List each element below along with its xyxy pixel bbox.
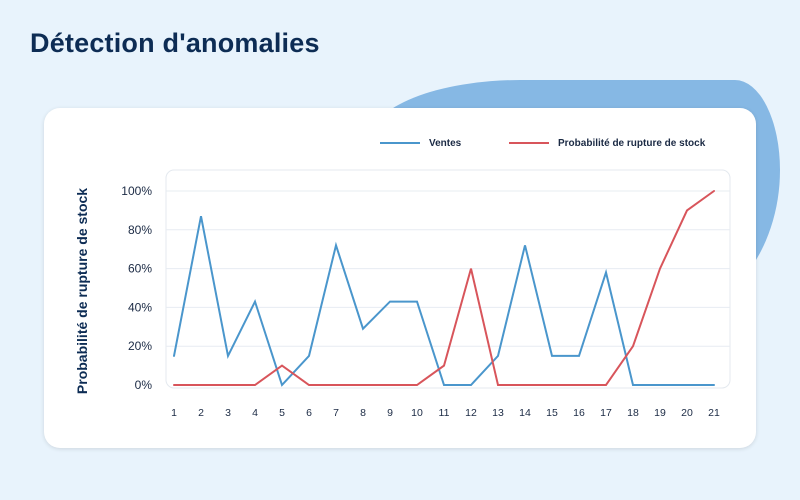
x-tick-label: 1 xyxy=(171,407,177,419)
y-tick-label: 20% xyxy=(128,339,152,353)
x-tick-label: 12 xyxy=(465,407,477,419)
x-tick-label: 21 xyxy=(708,407,720,419)
series-line-probabilit-de-rupture-de-stock xyxy=(173,190,715,386)
x-tick-label: 5 xyxy=(279,407,285,419)
y-tick-label: 0% xyxy=(135,378,153,392)
gridlines xyxy=(166,190,730,347)
x-tick-label: 9 xyxy=(387,407,393,419)
x-tick-label: 2 xyxy=(198,407,204,419)
series-line-ventes xyxy=(173,216,715,387)
y-tick-label: 60% xyxy=(128,262,152,276)
y-tick-label: 100% xyxy=(121,184,152,198)
x-tick-label: 3 xyxy=(225,407,231,419)
x-tick-label: 14 xyxy=(519,407,531,419)
x-tick-label: 13 xyxy=(492,407,504,419)
x-tick-label: 10 xyxy=(411,407,423,419)
x-tick-label: 7 xyxy=(333,407,339,419)
page-title: Détection d'anomalies xyxy=(30,28,320,58)
x-tick-label: 15 xyxy=(546,407,558,419)
line-chart: 0%20%40%60%80%100% 1 2 3 4 5 6 7 8 9 10 11 12 13 14 15… xyxy=(74,138,731,419)
y-tick-labels: 0% 20% 40% 60% 80% 100% xyxy=(121,184,152,392)
chart-card: 0% 20% 40% 60% 80% 100% 1 2 3 4 5 6 7 8 9 10 11 12 13 14 15… xyxy=(44,108,756,448)
legend: Ventes Probabilité de rupture de stock xyxy=(380,138,706,149)
legend-label: Probabilité de rupture de stock xyxy=(558,138,706,149)
series-lines xyxy=(173,190,715,387)
x-tick-label: 6 xyxy=(306,407,312,419)
x-tick-label: 8 xyxy=(360,407,366,419)
x-tick-label: 20 xyxy=(681,407,693,419)
x-tick-label: 18 xyxy=(627,407,639,419)
x-tick-labels: 1 2 3 4 5 6 7 8 9 10 11 12 13 14 15 16 17 18 19 20 21 xyxy=(171,407,720,419)
x-tick-label: 19 xyxy=(654,407,666,419)
x-tick-label: 4 xyxy=(252,407,258,419)
y-tick-label: 40% xyxy=(128,300,152,314)
x-tick-label: 11 xyxy=(439,407,450,419)
x-tick-label: 17 xyxy=(600,407,612,419)
plot-area xyxy=(165,169,731,389)
y-axis-label: Probabilité de rupture de stock xyxy=(74,188,90,394)
y-tick-label: 80% xyxy=(128,223,152,237)
legend-label: Ventes xyxy=(429,138,462,149)
x-tick-label: 16 xyxy=(573,407,585,419)
